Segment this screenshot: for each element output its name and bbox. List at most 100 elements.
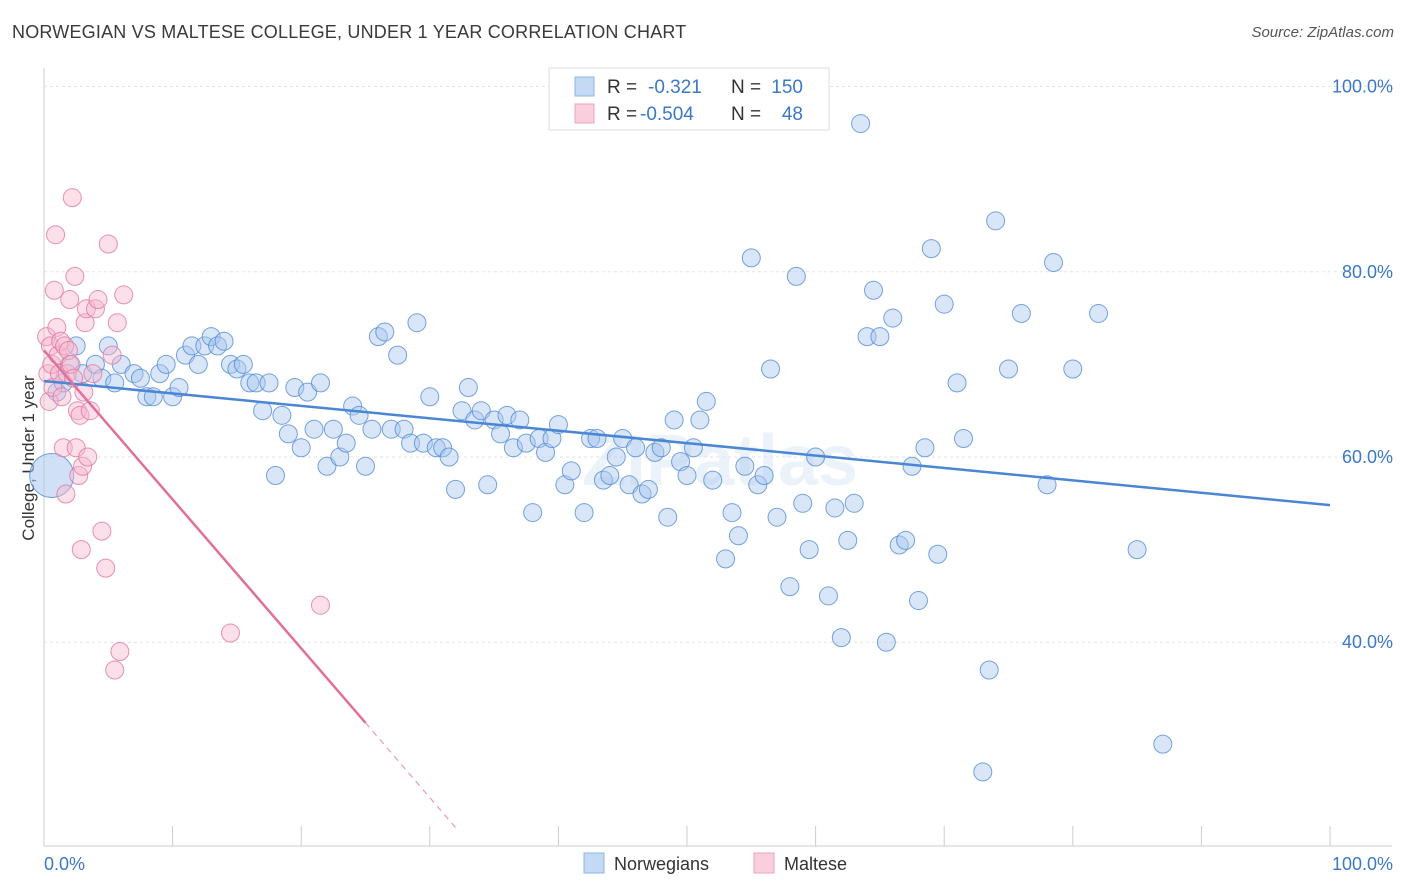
norwegian-point <box>285 378 305 398</box>
grid-lines <box>44 86 1392 643</box>
norwegian-point <box>426 438 446 458</box>
norwegian-point <box>780 577 800 597</box>
norwegian-point <box>330 447 350 467</box>
norwegian-point <box>844 493 864 513</box>
maltese-point <box>80 401 100 421</box>
bottom-legend-label-maltese: Maltese <box>784 854 847 874</box>
norwegian-point <box>407 313 427 333</box>
trendlines <box>43 349 1331 828</box>
norwegian-point <box>600 466 620 486</box>
maltese-point <box>98 234 118 254</box>
norwegian-point <box>1037 475 1057 495</box>
norwegian-point <box>304 419 324 439</box>
maltese-point <box>52 387 72 407</box>
norwegian-point <box>1127 540 1147 560</box>
norwegian-point <box>831 628 851 648</box>
maltese-point <box>60 290 80 310</box>
norwegian-point <box>741 248 761 268</box>
maltese-points <box>37 188 330 680</box>
norwegian-point <box>356 456 375 476</box>
x-tick-label-min: 0.0% <box>44 854 85 874</box>
maltese-point <box>75 313 95 333</box>
norwegian-point <box>825 498 845 518</box>
y-tick-labels: 40.0% 60.0% 80.0% 100.0% <box>1332 77 1393 653</box>
y-tick-label: 100.0% <box>1332 77 1393 97</box>
maltese-point <box>107 313 127 333</box>
norwegians-trendline <box>43 379 1331 507</box>
norwegian-point <box>638 479 658 499</box>
maltese-point <box>46 225 66 245</box>
norwegian-point <box>876 632 896 652</box>
norwegian-point <box>1153 734 1173 754</box>
maltese-point <box>114 285 134 305</box>
norwegian-point <box>29 453 75 499</box>
norwegian-point <box>555 475 575 495</box>
norwegian-point <box>735 456 755 476</box>
maltese-point <box>110 642 130 661</box>
norwegian-point <box>188 354 208 374</box>
norwegian-point <box>851 114 871 134</box>
maltese-trendline <box>43 349 367 724</box>
norwegian-point <box>253 401 273 421</box>
norwegian-point <box>413 433 433 453</box>
norwegian-point <box>561 461 581 481</box>
maltese-trendline-extension <box>365 722 456 828</box>
norwegian-point <box>478 475 498 495</box>
norwegian-point <box>201 327 221 347</box>
maltese-point <box>102 345 122 365</box>
norwegian-point <box>671 452 691 472</box>
norwegian-point <box>446 479 466 499</box>
norwegian-point <box>536 442 556 462</box>
maltese-point <box>74 382 94 402</box>
legend-r-label-2: R = <box>607 104 637 125</box>
maltese-point <box>92 521 112 541</box>
norwegian-point <box>870 327 890 347</box>
norwegian-point <box>748 475 768 495</box>
norwegian-point <box>394 419 414 439</box>
norwegian-point <box>458 378 478 398</box>
legend-n-label-2: N = <box>731 104 761 125</box>
norwegian-point <box>465 410 485 430</box>
norwegian-point <box>619 475 639 495</box>
maltese-point <box>70 405 90 425</box>
norwegian-point <box>516 433 536 453</box>
y-tick-label: 60.0% <box>1342 447 1393 467</box>
norwegian-point <box>574 503 594 523</box>
norwegian-point <box>259 373 279 393</box>
legend-r-value-1: -0.321 <box>648 77 702 98</box>
norwegian-point <box>761 359 781 379</box>
norwegian-point <box>703 470 723 490</box>
norwegian-point <box>1044 253 1064 272</box>
norwegian-point <box>439 447 459 467</box>
norwegian-point <box>175 345 195 365</box>
norwegian-point <box>947 373 967 393</box>
norwegian-point <box>690 410 710 430</box>
norwegian-point <box>375 322 395 342</box>
norwegian-point <box>606 447 626 467</box>
norwegian-point <box>150 364 170 384</box>
norwegian-point <box>696 391 716 411</box>
norwegian-point <box>510 410 530 430</box>
norwegian-point <box>722 503 742 523</box>
x-ticks <box>43 826 1331 846</box>
norwegian-point <box>98 336 118 356</box>
norwegian-point <box>999 359 1018 379</box>
norwegian-point <box>986 211 1006 231</box>
norwegian-point <box>658 507 678 527</box>
maltese-point <box>96 558 116 578</box>
norwegians-points <box>29 114 1173 782</box>
norwegian-point <box>388 345 408 365</box>
maltese-point <box>58 340 78 360</box>
norwegian-point <box>523 503 543 523</box>
maltese-point <box>105 660 125 680</box>
norwegian-point <box>979 660 999 680</box>
norwegian-point <box>626 438 646 458</box>
norwegian-point <box>471 401 491 421</box>
maltese-point <box>65 266 85 286</box>
norwegian-point <box>420 387 440 407</box>
norwegian-point <box>934 294 954 314</box>
maltese-point <box>61 354 81 374</box>
norwegian-point <box>863 280 883 300</box>
bottom-legend-swatch-maltese <box>753 852 775 874</box>
